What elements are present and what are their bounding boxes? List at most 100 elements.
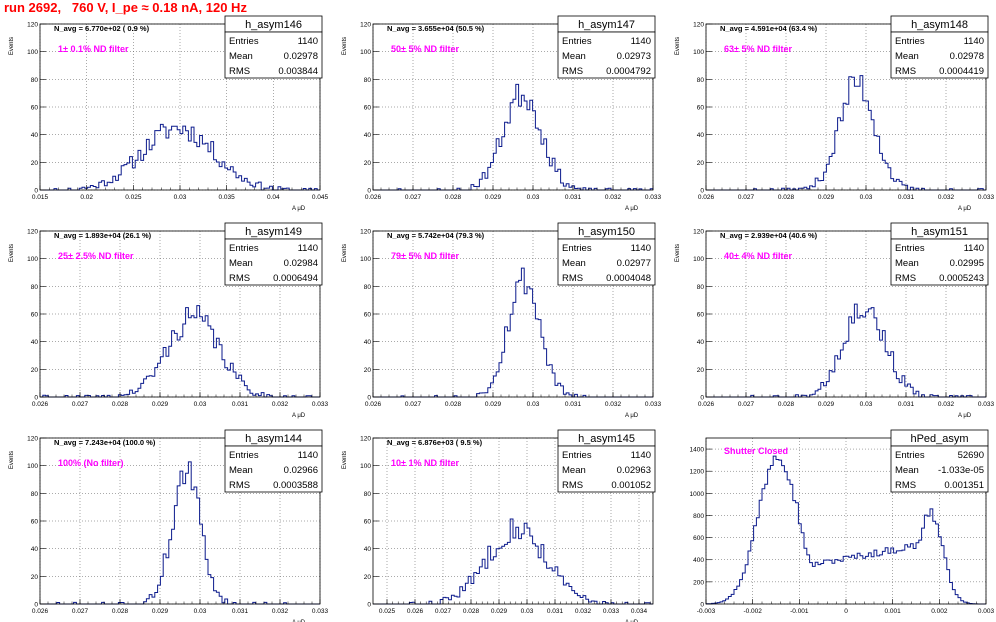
filter-annotation: Shutter Closed [724, 446, 788, 456]
x-tick-label: 0.031 [232, 401, 249, 408]
x-axis-label: A μD [958, 206, 972, 212]
x-tick-label: 0.027 [72, 401, 89, 408]
stats-label-rms: RMS [895, 273, 916, 284]
histogram-panel-h_asym145: 0.025 0.026 0.027 0.028 0.029 0.03 0.031 0.032 0… [342, 429, 656, 622]
stats-value-mean: 0.02966 [284, 465, 318, 476]
y-tick-label: 100 [27, 463, 38, 470]
x-tick-label: 0.027 [405, 401, 422, 408]
x-tick-label: 0.04 [267, 194, 280, 201]
y-tick-label: 100 [27, 49, 38, 56]
stats-value-rms: 0.0004419 [939, 66, 984, 77]
y-tick-label: 40 [364, 132, 372, 139]
x-tick-label: 0.031 [232, 608, 249, 615]
x-tick-label: 0.033 [978, 194, 995, 201]
filter-annotation: 1± 0.1% ND filter [58, 44, 129, 54]
stats-box [890, 238, 989, 286]
y-tick-label: 60 [697, 312, 705, 319]
filter-annotation: 79± 5% ND filter [391, 251, 459, 261]
y-tick-label: 0 [34, 602, 38, 609]
y-tick-label: 60 [31, 105, 39, 112]
x-tick-label: 0.031 [565, 194, 582, 201]
stats-value-rms: 0.001351 [944, 480, 984, 491]
x-tick-label: 0.032 [938, 401, 955, 408]
stats-value-rms: 0.001052 [611, 480, 651, 491]
stats-label-mean: Mean [229, 465, 253, 476]
x-tick-label: 0.029 [491, 608, 508, 615]
stats-value-mean: -1.033e-05 [938, 465, 984, 476]
x-tick-label: 0.029 [152, 608, 169, 615]
x-tick-label: 0.029 [152, 401, 169, 408]
y-tick-label: 80 [364, 284, 372, 291]
x-tick-label: 0.028 [445, 401, 462, 408]
x-tick-label: 0.015 [32, 194, 49, 201]
histogram-series [706, 75, 986, 191]
x-tick-label: 0.031 [898, 401, 915, 408]
y-tick-label: 400 [693, 557, 704, 564]
x-tick-label: 0.028 [463, 608, 480, 615]
x-tick-label: 0.032 [605, 194, 622, 201]
y-tick-label: 0 [34, 188, 38, 195]
x-tick-label: 0.026 [407, 608, 424, 615]
histogram-series [706, 303, 986, 398]
x-axis-label: A μD [958, 413, 972, 419]
y-tick-label: 120 [693, 229, 704, 236]
x-tick-label: 0 [844, 608, 848, 615]
y-tick-label: 120 [27, 436, 38, 443]
y-tick-label: 100 [360, 49, 371, 56]
stats-label-mean: Mean [895, 258, 919, 269]
y-tick-label: 40 [364, 339, 372, 346]
histogram-panel-h_asym151: 0.026 0.027 0.028 0.029 0.03 0.031 0.032 0.033 0… [675, 222, 995, 419]
x-tick-label: 0.03 [521, 608, 534, 615]
x-tick-label: 0.026 [365, 401, 382, 408]
stats-label-rms: RMS [895, 66, 916, 77]
stats-value-mean: 0.02973 [617, 51, 651, 62]
x-tick-label: 0.027 [435, 608, 452, 615]
histogram-series [373, 83, 654, 191]
y-tick-label: 40 [31, 339, 39, 346]
y-tick-label: 60 [31, 519, 39, 526]
x-tick-label: 0.03 [860, 194, 873, 201]
stats-box [557, 238, 656, 286]
x-tick-label: 0.028 [112, 401, 129, 408]
histogram-panel-hPed_asym: -0.003 -0.002 -0.001 0 0.001 0.002 0.003 0 200 40… [690, 429, 995, 615]
histogram-title: h_asym145 [578, 433, 635, 445]
x-tick-label: 0.028 [445, 194, 462, 201]
stats-value-mean: 0.02963 [617, 465, 651, 476]
filter-annotation: 100% (No filter) [58, 458, 124, 468]
x-tick-label: 0.032 [938, 194, 955, 201]
histogram-panel-h_asym147: 0.026 0.027 0.028 0.029 0.03 0.031 0.032 0.033 0… [342, 15, 662, 212]
stats-box [890, 31, 989, 79]
stats-label-rms: RMS [895, 480, 916, 491]
y-tick-label: 120 [360, 436, 371, 443]
y-tick-label: 0 [367, 188, 371, 195]
stats-value-entries: 1140 [964, 36, 984, 47]
x-tick-label: 0.032 [575, 608, 592, 615]
x-tick-label: 0.027 [738, 194, 755, 201]
x-tick-label: 0.028 [112, 608, 129, 615]
y-tick-label: 0 [700, 602, 704, 609]
y-axis-label: Events [9, 37, 15, 55]
stats-box [224, 238, 323, 286]
stats-value-mean: 0.02978 [950, 51, 984, 62]
x-tick-label: 0.033 [603, 608, 620, 615]
stats-label-mean: Mean [562, 258, 586, 269]
x-tick-label: 0.033 [978, 401, 995, 408]
y-tick-label: 120 [27, 229, 38, 236]
histogram-series [40, 123, 320, 191]
stats-label-entries: Entries [895, 243, 925, 254]
histogram-title: h_asym144 [245, 433, 302, 445]
y-tick-label: 20 [364, 574, 372, 581]
x-tick-label: 0.045 [312, 194, 329, 201]
page-title: run 2692, 760 V, I_pe ≈ 0.18 nA, 120 Hz [4, 0, 247, 15]
x-tick-label: 0.032 [272, 401, 289, 408]
stats-label-entries: Entries [229, 36, 259, 47]
y-tick-label: 40 [697, 339, 705, 346]
x-tick-label: 0.031 [898, 194, 915, 201]
x-tick-label: -0.002 [743, 608, 762, 615]
navg-annotation: N_avg = 1.893e+04 (26.1 %) [54, 231, 152, 240]
stats-value-entries: 1140 [631, 243, 651, 254]
histogram-panel-h_asym149: 0.026 0.027 0.028 0.029 0.03 0.031 0.032 0.033 0… [9, 222, 329, 419]
y-tick-label: 20 [364, 160, 372, 167]
x-tick-label: 0.026 [698, 401, 715, 408]
